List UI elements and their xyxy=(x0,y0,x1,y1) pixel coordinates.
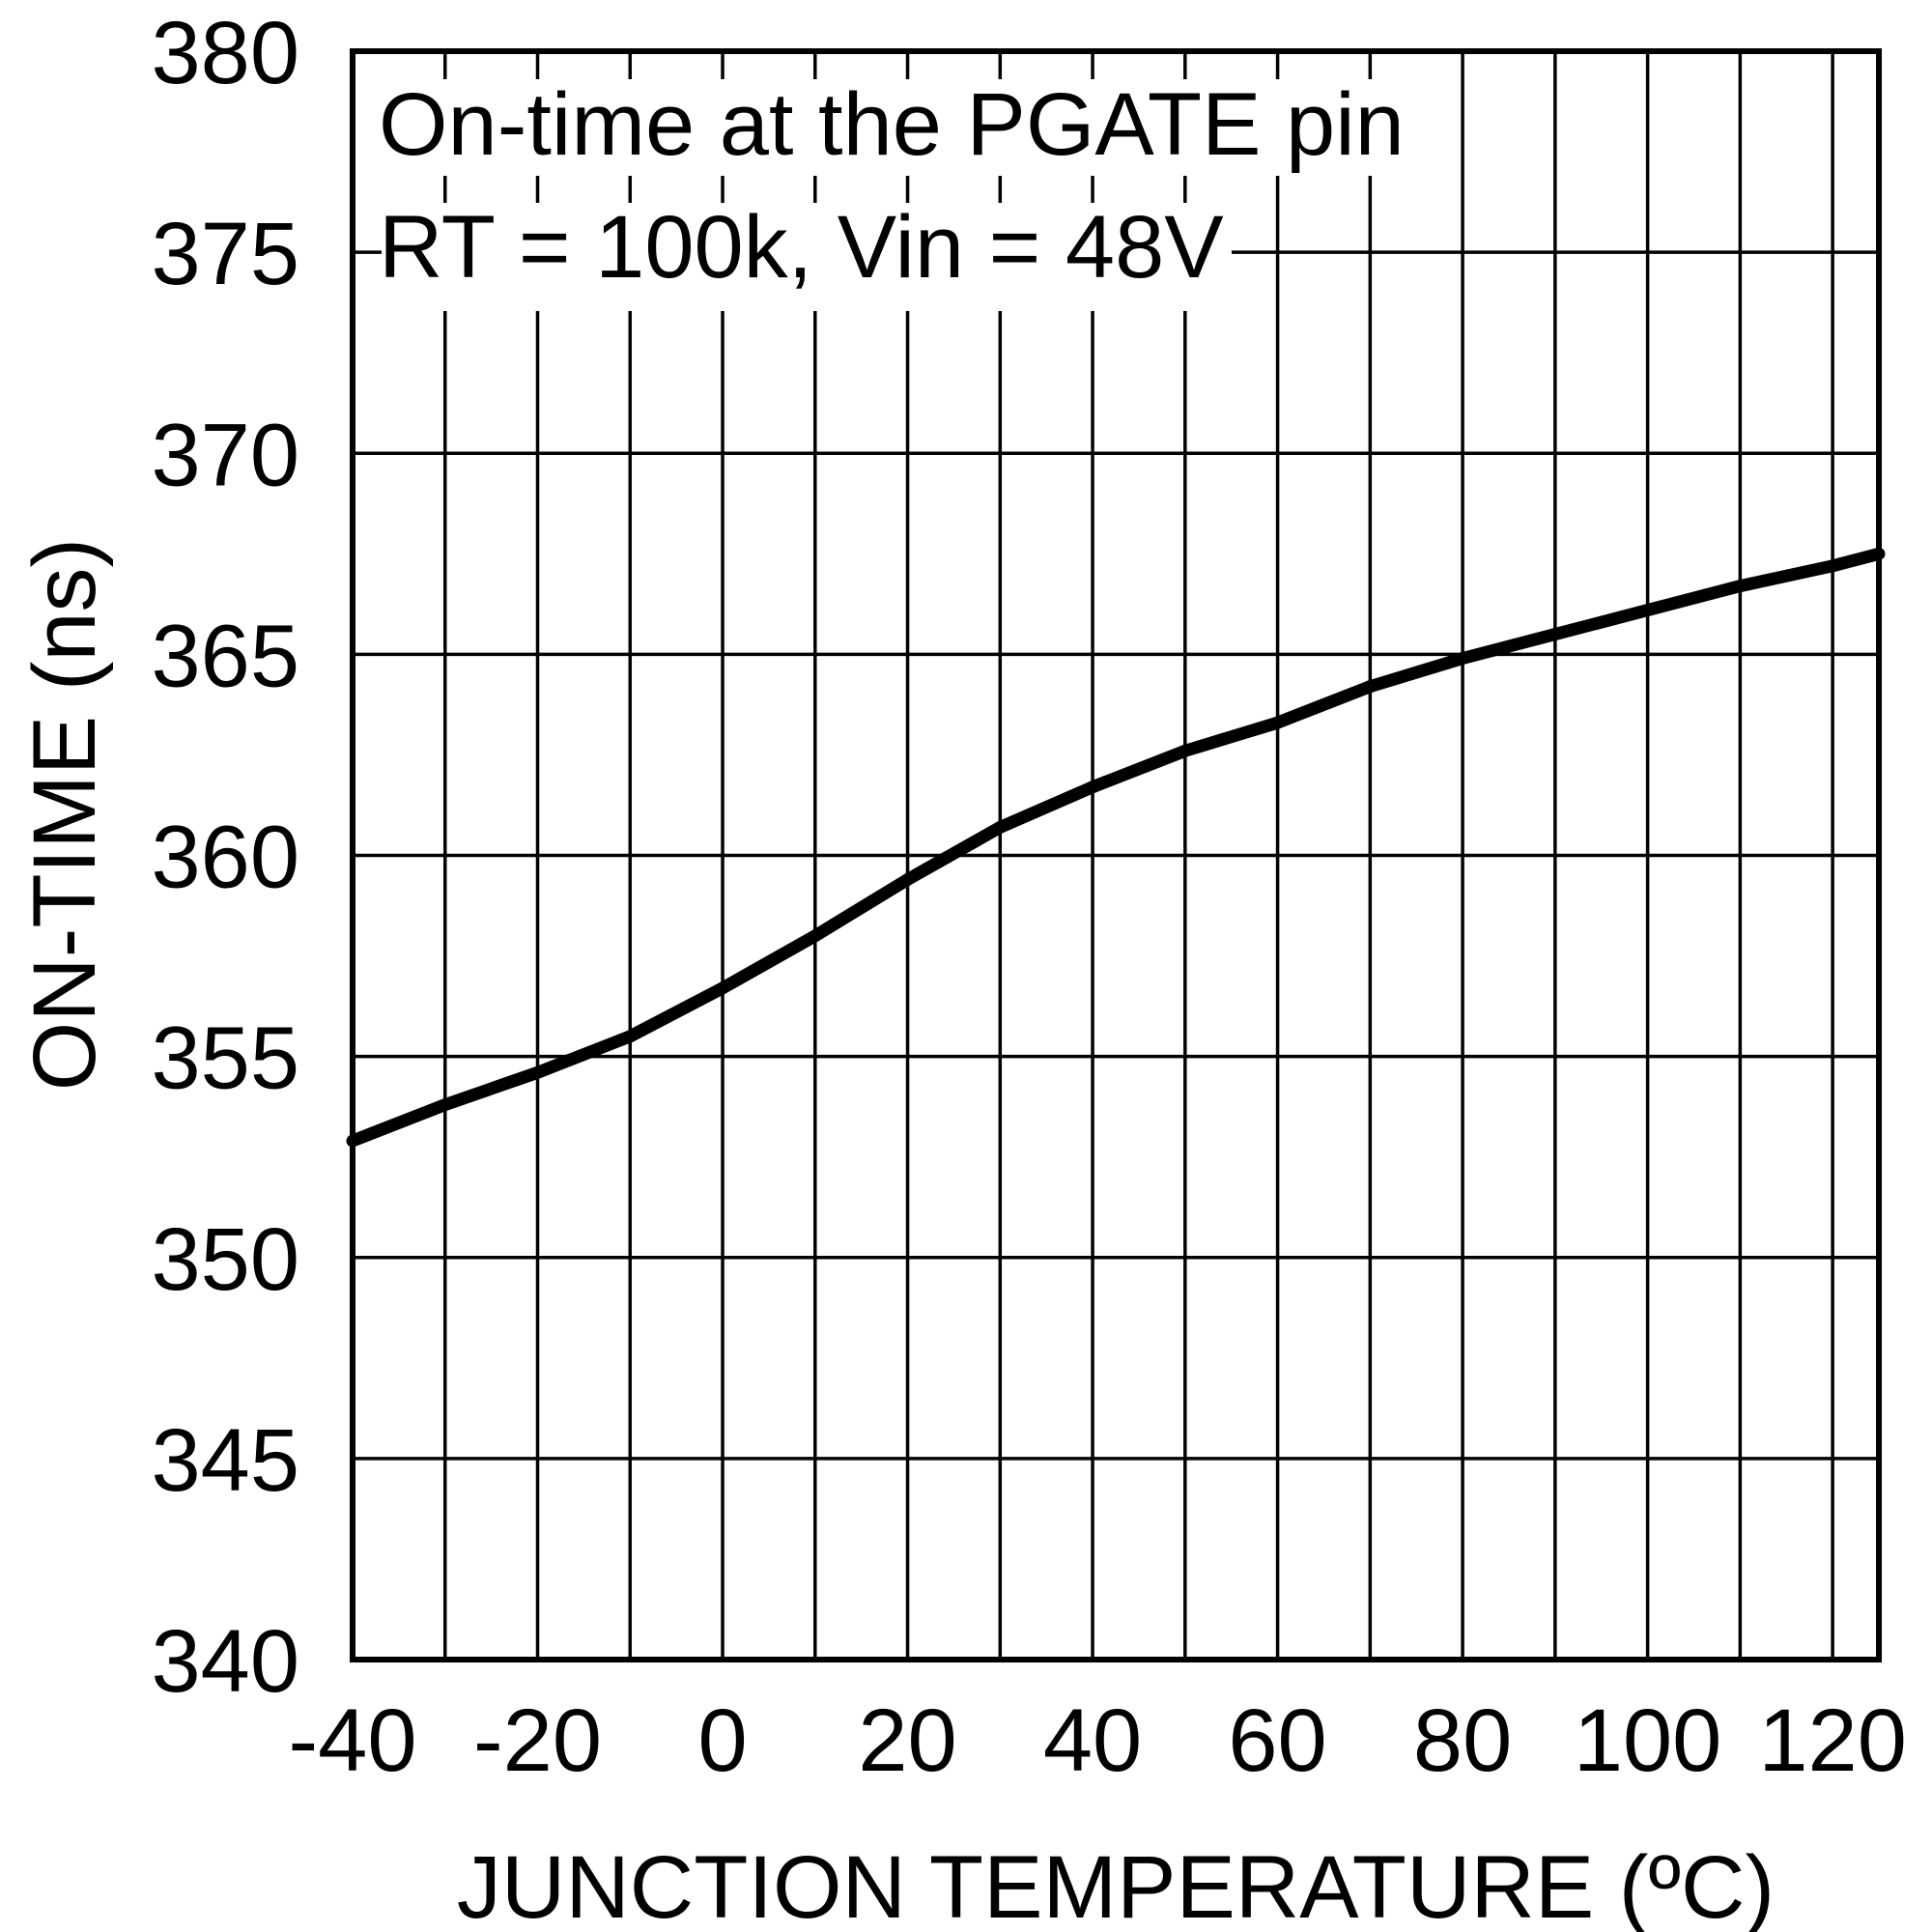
x-tick-label: 100 xyxy=(1574,1691,1722,1790)
data-point xyxy=(1641,604,1655,617)
data-point xyxy=(1363,680,1377,694)
y-tick-label: 345 xyxy=(152,1411,300,1510)
y-tick-label: 375 xyxy=(152,205,300,303)
y-tick-label: 380 xyxy=(152,4,300,102)
y-axis: 340 345 350 355 360 365 370 375 380 xyxy=(152,4,300,1711)
y-tick-label: 365 xyxy=(152,607,300,705)
annotation-line: RT = 100k, Vin = 48V xyxy=(379,198,1224,297)
y-tick-label: 340 xyxy=(152,1612,300,1711)
data-point xyxy=(1179,744,1192,757)
y-tick-label: 350 xyxy=(152,1210,300,1309)
x-axis: -40 -20 0 20 40 60 80 100 120 xyxy=(289,1691,1907,1790)
data-point xyxy=(1826,559,1839,573)
data-series-line xyxy=(350,548,1881,1148)
data-point xyxy=(809,929,822,943)
plot-border xyxy=(350,48,1882,1662)
data-point xyxy=(716,981,729,995)
data-point xyxy=(1271,716,1285,729)
data-point xyxy=(439,1098,452,1112)
y-tick-label: 370 xyxy=(152,406,300,504)
annotation-background xyxy=(382,203,1232,311)
data-point xyxy=(623,1030,637,1043)
annotation-line: On-time at the PGATE pin xyxy=(379,75,1405,174)
x-tick-label: 0 xyxy=(697,1691,747,1790)
data-point xyxy=(346,1134,359,1148)
x-tick-label: 20 xyxy=(858,1691,956,1790)
x-tick-label: -20 xyxy=(473,1691,602,1790)
annotation: On-time at the PGATE pin RT = 100k, Vin =… xyxy=(365,75,1428,311)
x-tick-label: 40 xyxy=(1043,1691,1142,1790)
annotation-background xyxy=(365,79,1428,176)
grid-lines xyxy=(351,49,1879,1662)
data-point xyxy=(1733,580,1747,593)
x-tick-label: 120 xyxy=(1758,1691,1907,1790)
data-point xyxy=(993,820,1007,834)
x-tick-label: 60 xyxy=(1228,1691,1326,1790)
y-tick-label: 360 xyxy=(152,809,300,907)
data-point xyxy=(531,1065,545,1079)
series-group xyxy=(346,547,1886,1148)
data-point xyxy=(1548,628,1562,641)
y-tick-label: 355 xyxy=(152,1009,300,1108)
data-point xyxy=(901,872,915,886)
x-tick-label: 80 xyxy=(1413,1691,1512,1790)
x-axis-title: JUNCTION TEMPERATURE (ºC) xyxy=(457,1838,1775,1932)
x-tick-label: -40 xyxy=(289,1691,417,1790)
plot-frame xyxy=(350,48,1882,1662)
data-point xyxy=(1872,547,1886,560)
y-axis-title: ON-TIME (ns) xyxy=(15,538,114,1091)
data-point xyxy=(1086,781,1099,794)
data-point xyxy=(1456,652,1469,666)
